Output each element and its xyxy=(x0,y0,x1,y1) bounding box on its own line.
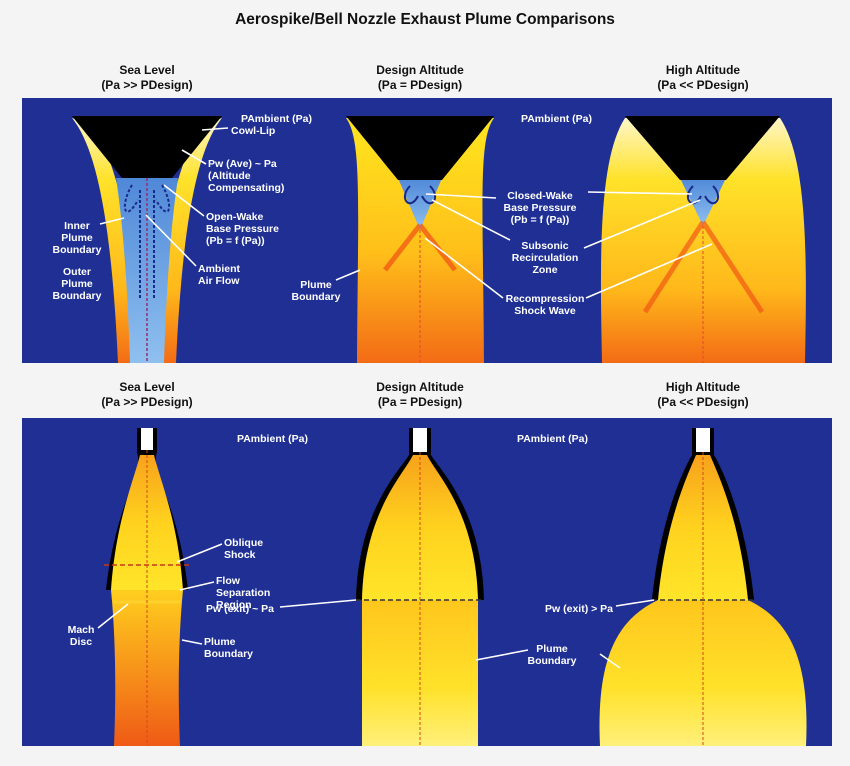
top-sea-level-plume xyxy=(72,116,222,363)
subsonic-line1: Subsonic xyxy=(521,240,568,252)
throat-design xyxy=(413,428,427,452)
closed-wake-line3: (Pb = f (Pa)) xyxy=(511,214,570,226)
pw-exit-equal-label: Pw (exit) ~ Pa xyxy=(206,603,274,615)
aerospike-plug-high xyxy=(625,116,780,180)
flow-separation-line2: Separation xyxy=(216,587,270,599)
pw-ave-line3: Compensating) xyxy=(208,182,284,194)
recompression-line2: Shock Wave xyxy=(514,305,576,317)
aerospike-plug-design xyxy=(346,116,494,180)
top-labels: PAmbient (Pa) PAmbient (Pa) Cowl-Lip Pw … xyxy=(52,113,591,317)
inner-plume-line3: Boundary xyxy=(52,244,101,256)
outer-plume-left xyxy=(72,118,142,363)
top-design-altitude-plume xyxy=(346,116,494,363)
outer-plume-line1: Outer xyxy=(63,266,91,278)
top-ambient-right: PAmbient (Pa) xyxy=(521,113,592,125)
plume-boundary-top-line2: Boundary xyxy=(291,291,340,303)
top-col2-subheading: (Pa = PDesign) xyxy=(378,78,462,92)
plume-boundary-top-line1: Plume xyxy=(300,279,332,291)
open-wake-line1: Open-Wake xyxy=(206,211,264,223)
open-wake-line3: (Pb = f (Pa)) xyxy=(206,235,265,247)
flow-separation-line3: Region xyxy=(216,599,252,611)
closed-wake-high xyxy=(680,178,726,226)
recirculation-arrows-high xyxy=(687,185,719,205)
pw-exit-greater-label: Pw (exit) > Pa xyxy=(545,603,613,615)
top-ambient-left: PAmbient (Pa) xyxy=(241,113,312,125)
throat-sea-level xyxy=(141,428,153,450)
aerospike-plug-sea-level xyxy=(72,116,222,178)
bottom-panel-bell: PAmbient (Pa) PAmbient (Pa) Oblique Shoc… xyxy=(22,418,832,746)
bottom-col1-heading: Sea Level xyxy=(119,380,174,394)
oblique-shock-line1: Oblique xyxy=(224,537,263,549)
outer-plume-line2: Plume xyxy=(61,278,93,290)
bottom-labels: PAmbient (Pa) PAmbient (Pa) Oblique Shoc… xyxy=(68,433,614,667)
diagram-title: Aerospike/Bell Nozzle Exhaust Plume Comp… xyxy=(235,11,615,28)
ambient-air-line1: Ambient xyxy=(198,263,241,275)
top-leader-lines xyxy=(99,127,713,299)
inner-plume-line2: Plume xyxy=(61,232,93,244)
bottom-col3-subheading: (Pa << PDesign) xyxy=(657,395,748,409)
shock-wave-high xyxy=(642,220,765,314)
top-column-headers: Sea Level (Pa >> PDesign) Design Altitud… xyxy=(101,63,748,92)
bottom-col2-heading: Design Altitude xyxy=(376,380,464,394)
bottom-high-altitude-bell xyxy=(599,428,807,746)
outer-plume-right xyxy=(152,118,222,363)
top-panel-aerospike: PAmbient (Pa) PAmbient (Pa) Cowl-Lip Pw … xyxy=(22,98,832,363)
bottom-sea-level-bell xyxy=(104,428,190,746)
mach-disc-line2: Disc xyxy=(70,636,92,648)
throat-high xyxy=(696,428,710,452)
ambient-flow-arrows xyxy=(123,184,171,300)
top-col1-subheading: (Pa >> PDesign) xyxy=(101,78,192,92)
recompression-line1: Recompression xyxy=(506,293,585,305)
mach-disc-line1: Mach xyxy=(68,624,95,636)
bottom-col1-subheading: (Pa >> PDesign) xyxy=(101,395,192,409)
top-col2-heading: Design Altitude xyxy=(376,63,464,77)
oblique-shock-line2: Shock xyxy=(224,549,256,561)
closed-wake-design xyxy=(398,178,442,230)
plume-boundary-mid-line2: Boundary xyxy=(527,655,576,667)
bottom-leader-lines xyxy=(97,543,655,669)
plume-boundary-mid-line1: Plume xyxy=(536,643,568,655)
top-col3-subheading: (Pa << PDesign) xyxy=(657,78,748,92)
subsonic-line2: Recirculation xyxy=(512,252,579,264)
pw-ave-line1: Pw (Ave) ~ Pa xyxy=(208,158,277,170)
top-high-altitude-plume xyxy=(600,116,806,363)
bottom-column-headers: Sea Level (Pa >> PDesign) Design Altitud… xyxy=(101,380,748,409)
closed-wake-line1: Closed-Wake xyxy=(507,190,573,202)
bottom-ambient-right: PAmbient (Pa) xyxy=(517,433,588,445)
cowl-lip-label: Cowl-Lip xyxy=(231,125,275,137)
ambient-air-line2: Air Flow xyxy=(198,275,240,287)
outer-plume-line3: Boundary xyxy=(52,290,101,302)
open-wake-line2: Base Pressure xyxy=(206,223,279,235)
bottom-col3-heading: High Altitude xyxy=(666,380,741,394)
closed-wake-line2: Base Pressure xyxy=(504,202,577,214)
plume-boundary-left-line2: Boundary xyxy=(204,648,253,660)
inner-plume-line1: Inner xyxy=(64,220,90,232)
top-col3-heading: High Altitude xyxy=(666,63,741,77)
subsonic-line3: Zone xyxy=(532,264,557,276)
bottom-ambient-left: PAmbient (Pa) xyxy=(237,433,308,445)
plume-boundary-left-line1: Plume xyxy=(204,636,236,648)
pw-ave-line2: (Altitude xyxy=(208,170,251,182)
bottom-design-altitude-bell xyxy=(356,428,484,746)
bottom-col2-subheading: (Pa = PDesign) xyxy=(378,395,462,409)
flow-separation-line1: Flow xyxy=(216,575,241,587)
top-col1-heading: Sea Level xyxy=(119,63,174,77)
